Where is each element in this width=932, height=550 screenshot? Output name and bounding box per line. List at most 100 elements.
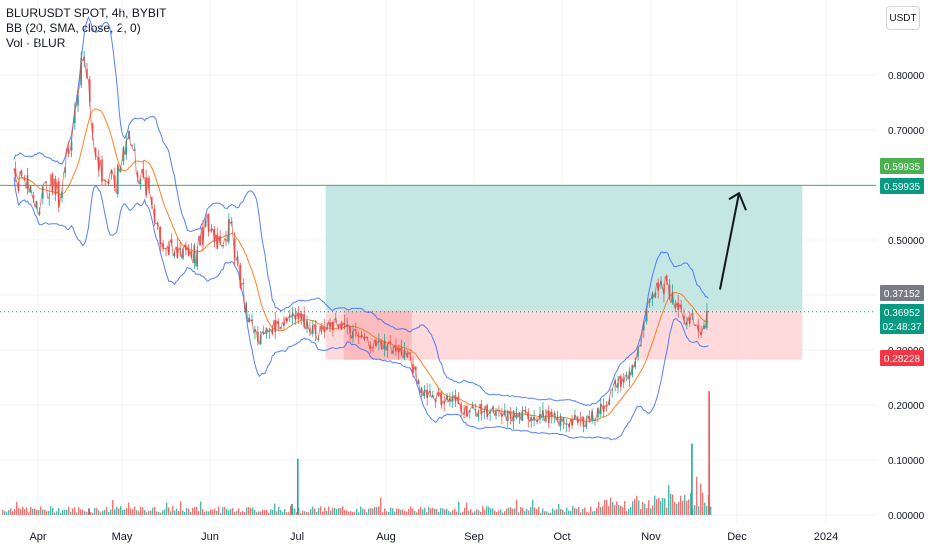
volume-bar (206, 511, 208, 515)
candle-body (360, 334, 363, 338)
candle-body (233, 238, 236, 259)
volume-bar (642, 501, 644, 515)
legend-volume[interactable]: Vol · BLUR (6, 36, 66, 50)
volume-bar (530, 507, 532, 515)
candle-body (460, 403, 463, 412)
volume-bar (670, 493, 672, 515)
candle-body (349, 325, 351, 334)
volume-bar (448, 510, 450, 515)
x-tick-label: Dec (727, 531, 747, 543)
candle-body (515, 412, 518, 418)
candle-body (631, 365, 634, 375)
arrow-head (728, 191, 747, 211)
volume-bar (370, 508, 372, 515)
position-profit-zone (325, 185, 803, 311)
volume-bar (124, 509, 126, 515)
volume-bar (210, 509, 212, 515)
volume-bar (468, 510, 470, 515)
candle-body (70, 141, 73, 151)
candle-body (32, 195, 35, 200)
candle-body (119, 167, 122, 172)
candle-body (486, 405, 488, 417)
volume-bar (50, 506, 52, 515)
volume-bar (410, 506, 412, 515)
candle-body (392, 350, 394, 354)
volume-bar (164, 509, 166, 515)
volume-bar (408, 508, 410, 515)
volume-bar (558, 504, 560, 515)
x-tick-label: Jun (201, 531, 219, 543)
legend-symbol[interactable]: BLURUSDT SPOT, 4h, BYBIT (6, 6, 167, 20)
volume-bar (8, 510, 10, 515)
candle-body (466, 406, 468, 417)
volume-bar (18, 507, 20, 515)
volume-bar (532, 499, 534, 515)
volume-bar (590, 506, 592, 515)
volume-bar (286, 512, 288, 515)
volume-bar (436, 509, 438, 515)
arrow-annotation (719, 191, 747, 290)
candle-body (145, 177, 147, 196)
volume-bar (356, 508, 358, 515)
volume-bar (114, 509, 116, 515)
candle-body (297, 312, 300, 320)
candle-body (67, 148, 70, 154)
volume-bar (244, 512, 246, 515)
volume-bar (100, 512, 102, 515)
candle-body (355, 329, 357, 331)
candle-body (173, 252, 176, 257)
volume-bar (400, 509, 402, 515)
volume-bar (312, 506, 314, 515)
volume-bar (580, 512, 582, 515)
candle-body (440, 392, 443, 406)
y-tick-label: 0.00000 (888, 511, 925, 522)
legend-bollinger[interactable]: BB (20, SMA, close, 2, 0) (6, 21, 141, 35)
volume-bar (698, 506, 700, 515)
volume-bar (460, 512, 462, 515)
volume-bar (654, 495, 656, 515)
candle-body (196, 250, 199, 267)
volume-bar (60, 512, 62, 515)
volume-bar (134, 506, 136, 515)
volume-bar (432, 507, 434, 515)
volume-bar (392, 508, 394, 515)
volume-bar (662, 497, 664, 515)
candle-body (451, 396, 454, 402)
volume-bars (2, 391, 712, 515)
volume-bar (96, 508, 98, 515)
currency-unit-button[interactable]: USDT (886, 6, 920, 30)
volume-bar (398, 508, 400, 515)
volume-bar (640, 508, 642, 515)
volume-bar (482, 506, 484, 515)
volume-bar (186, 507, 188, 515)
volume-bar (138, 511, 140, 515)
candle-body (309, 328, 311, 332)
volume-bar (364, 509, 366, 515)
volume-bar (76, 512, 78, 515)
candle-body (148, 177, 150, 190)
volume-bar (404, 510, 406, 515)
volume-bar (458, 501, 460, 515)
volume-bar (386, 511, 388, 515)
volume-bar (496, 512, 498, 515)
volume-bar (192, 507, 194, 515)
candle-body (77, 95, 79, 106)
candle-body (602, 405, 605, 412)
volume-bar (592, 511, 594, 515)
volume-bar (420, 506, 422, 515)
candle-body (86, 69, 88, 79)
volume-bar (412, 508, 414, 515)
volume-bar (368, 508, 370, 515)
candle-body (213, 229, 216, 242)
volume-bar (396, 508, 398, 515)
volume-spike (297, 458, 299, 515)
volume-bar (682, 500, 684, 515)
candle-body (634, 361, 637, 368)
volume-bar (524, 511, 526, 515)
volume-bar (544, 511, 546, 515)
volume-bar (604, 500, 606, 515)
volume-bar (86, 511, 88, 515)
volume-bar (360, 506, 362, 515)
volume-bar (418, 508, 420, 515)
